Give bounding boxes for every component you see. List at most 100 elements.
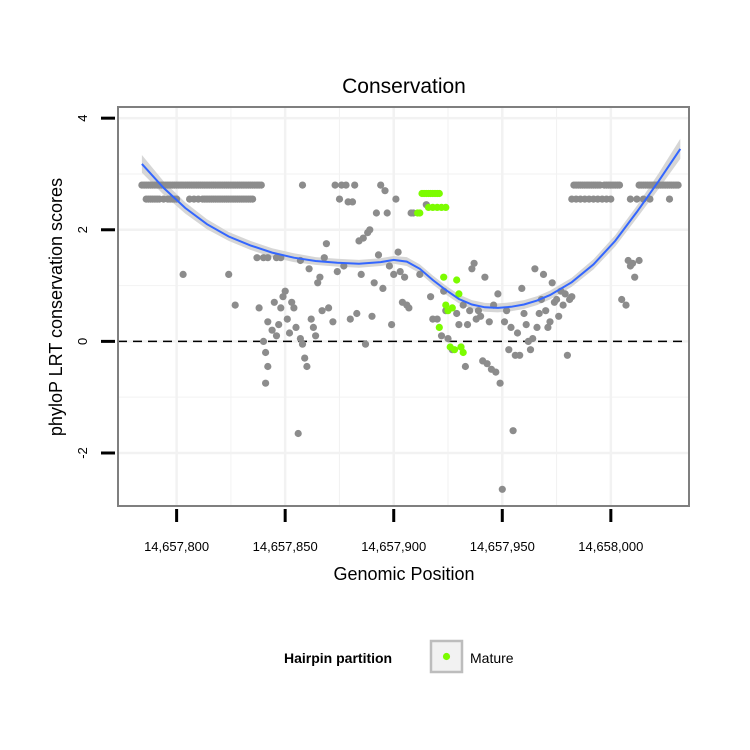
- hairpin-point: [509, 427, 517, 435]
- hairpin-point: [553, 295, 561, 304]
- x-tick-3: 14,657,900: [361, 509, 426, 554]
- hairpin-point: [262, 348, 270, 357]
- hairpin-point: [335, 195, 344, 203]
- y-tick-2: 0: [75, 338, 115, 345]
- hairpin-point: [268, 326, 276, 334]
- plot-panel-border: [117, 106, 690, 507]
- hairpin-point: [615, 181, 624, 189]
- hairpin-point: [351, 181, 359, 189]
- hairpin-point: [346, 315, 354, 323]
- hairpin-point: [305, 265, 313, 273]
- hairpin-point: [494, 290, 502, 298]
- hairpin-point: [568, 293, 576, 301]
- hairpin-point: [390, 270, 398, 278]
- legend-key-mature-point: [442, 652, 451, 661]
- hairpin-point: [340, 262, 348, 270]
- y-axis-title: phyloP LRT conservation scores: [46, 178, 66, 436]
- hairpin-point: [516, 351, 524, 359]
- hairpin-point: [348, 198, 357, 206]
- hairpin-point: [470, 259, 478, 267]
- grid-lines: [118, 107, 689, 506]
- x-axis: 14,657,800 14,657,850 14,657,900 14,657,…: [144, 509, 643, 554]
- hairpin-point: [546, 318, 554, 326]
- hairpin-point: [361, 340, 370, 348]
- hairpin-point: [357, 270, 365, 278]
- hairpin-point: [320, 254, 328, 262]
- mature-point: [442, 301, 450, 309]
- hairpin-point: [377, 181, 385, 189]
- hairpin-point: [481, 273, 489, 281]
- y-tick-1: -2: [75, 447, 115, 459]
- hairpin-point: [555, 312, 563, 320]
- y-tick-4: 4: [75, 115, 115, 122]
- hairpin-point: [535, 309, 543, 318]
- mature-point: [457, 343, 465, 351]
- hairpin-point: [231, 301, 239, 309]
- mature-point: [455, 290, 463, 298]
- x-tick-label: 14,657,850: [253, 539, 318, 554]
- y-tick-label: 0: [75, 338, 90, 345]
- hairpin-point: [461, 362, 469, 371]
- hairpin-point: [372, 209, 380, 217]
- hairpin-point: [459, 301, 467, 309]
- hairpin-point: [359, 234, 367, 242]
- y-tick-3: 2: [75, 226, 115, 233]
- hairpin-point: [444, 335, 452, 343]
- hairpin-point: [507, 323, 515, 331]
- hairpin-point: [477, 312, 485, 320]
- hairpin-point: [496, 379, 504, 387]
- hairpin-point: [298, 181, 307, 189]
- mature-point: [459, 348, 467, 357]
- hairpin-point: [607, 195, 615, 203]
- hairpin-point: [275, 321, 283, 329]
- smooth-line-layer: [141, 148, 682, 309]
- x-tick-label: 14,657,900: [361, 539, 426, 554]
- hairpin-point: [316, 273, 324, 281]
- hairpin-point: [259, 337, 268, 345]
- hairpin-point: [379, 284, 387, 292]
- hairpin-point: [522, 321, 530, 329]
- hairpin-point: [309, 323, 317, 331]
- hairpin-point: [255, 304, 263, 312]
- hairpin-point: [353, 309, 361, 318]
- hairpin-point: [618, 295, 626, 304]
- hairpin-point: [301, 354, 309, 362]
- hairpin-point: [635, 256, 643, 265]
- hairpin-point: [437, 332, 446, 340]
- hairpin-point: [529, 335, 537, 343]
- x-tick-label: 14,658,000: [578, 539, 643, 554]
- mature-point: [453, 276, 461, 284]
- hairpin-point: [665, 195, 674, 203]
- hairpin-point: [455, 321, 463, 329]
- chart-title: Conservation: [342, 75, 466, 98]
- hairpin-point: [298, 340, 307, 348]
- hairpin-point: [427, 293, 435, 301]
- hairpin-point: [303, 362, 311, 371]
- hairpin-point: [318, 307, 326, 315]
- hairpin-point: [262, 379, 270, 387]
- hairpin-point: [290, 304, 298, 312]
- hairpin-point: [366, 226, 374, 234]
- hairpin-point: [264, 362, 272, 371]
- hairpin-point: [468, 265, 476, 273]
- hairpin-point: [253, 254, 261, 262]
- hairpin-point: [333, 268, 341, 276]
- hairpin-point: [179, 270, 187, 278]
- hairpin-point: [531, 265, 539, 273]
- hairpin-point: [518, 284, 526, 292]
- hairpin-point: [288, 298, 296, 306]
- hairpin-point: [281, 287, 289, 295]
- mature-point: [435, 189, 443, 198]
- hairpin-point: [374, 251, 383, 259]
- hairpin-point: [483, 360, 491, 368]
- legend: Hairpin partition Mature: [284, 639, 514, 674]
- hairpin-point: [329, 318, 337, 326]
- y-tick-label: -2: [75, 447, 90, 459]
- hairpin-point: [520, 309, 528, 318]
- hairpin-point: [539, 270, 548, 278]
- hairpin-point: [325, 304, 333, 312]
- hairpin-point: [368, 312, 376, 320]
- hairpin-point: [264, 318, 272, 326]
- hairpin-point: [559, 301, 567, 309]
- hairpin-point: [633, 195, 641, 203]
